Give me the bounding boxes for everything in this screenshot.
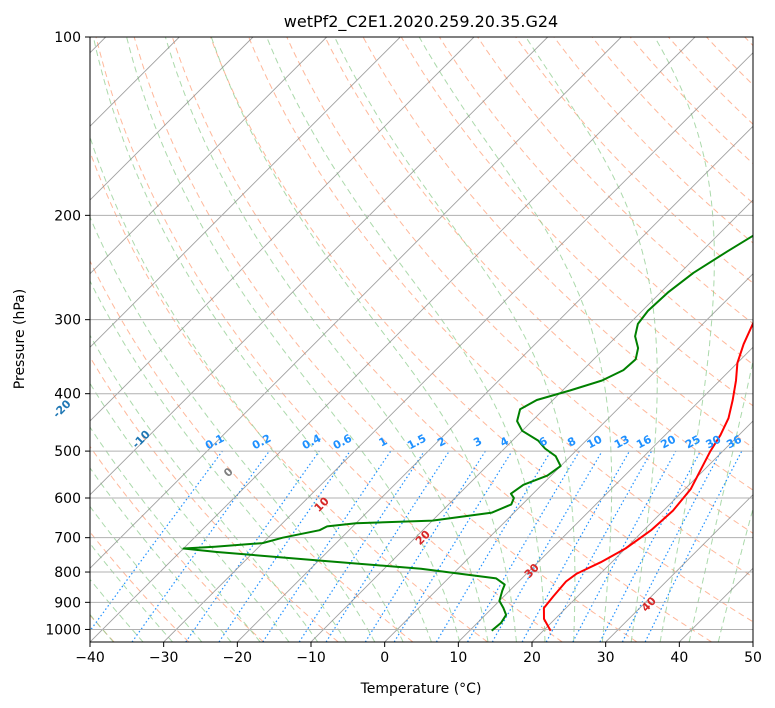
isotherm-line xyxy=(384,273,753,642)
isotherm-line xyxy=(236,125,753,642)
dry-adiabat-line xyxy=(95,37,563,642)
moist-adiabat-line xyxy=(90,578,144,642)
mixing-ratio-line xyxy=(545,450,653,642)
moist-adiabat-line xyxy=(90,467,232,642)
dry-adiabat-line xyxy=(90,356,339,642)
dry-adiabat-line xyxy=(324,37,753,491)
isotherm-line xyxy=(90,37,328,275)
y-tick-label: 700 xyxy=(54,531,81,547)
dry-adiabat-line xyxy=(286,37,753,534)
dry-adiabat-line xyxy=(90,259,414,642)
temperature-profile-line xyxy=(542,321,753,632)
mixing-ratio-label: 10 xyxy=(585,433,605,452)
chart-title: wetPf2_C2E1.2020.259.20.35.G24 xyxy=(284,12,558,32)
dry-adiabat-line xyxy=(248,37,753,578)
moist-adiabat-line xyxy=(90,505,203,642)
moist-adiabat-line xyxy=(164,37,489,642)
isotherm-line xyxy=(531,420,753,642)
dewpoint-profile-line xyxy=(182,234,753,632)
mixing-ratio-line xyxy=(262,450,392,642)
mixing-ratio-label: 13 xyxy=(612,433,632,452)
mixing-ratio-line xyxy=(325,450,450,642)
moist-adiabat-line xyxy=(126,37,461,642)
background-lines xyxy=(90,37,753,642)
moist-adiabat-line xyxy=(90,135,404,642)
moist-adiabat-line xyxy=(266,37,546,642)
mixing-ratio-label: 16 xyxy=(634,433,654,452)
moist-adiabat-line xyxy=(90,542,173,642)
isotherm-line xyxy=(457,346,753,642)
isotherm-line xyxy=(90,37,696,642)
moist-adiabat-line xyxy=(525,37,658,642)
dry-adiabat-line xyxy=(210,37,753,623)
mixing-ratio-line xyxy=(185,450,320,642)
moist-adiabat-line xyxy=(717,506,753,642)
x-tick-label: 40 xyxy=(670,650,688,666)
x-tick-label: 10 xyxy=(449,650,467,666)
mixing-ratio-label: 25 xyxy=(683,433,703,452)
dry-adiabat-line xyxy=(90,445,264,642)
mixing-ratio-label: 30 xyxy=(704,433,724,452)
mixing-ratio-line xyxy=(572,450,677,642)
isotherm-line xyxy=(90,37,401,348)
y-tick-label: 400 xyxy=(54,387,81,403)
y-tick-label: 800 xyxy=(54,565,81,581)
x-tick-label: −20 xyxy=(223,650,253,666)
moist-adiabat-line xyxy=(210,37,517,642)
y-tick-label: 600 xyxy=(54,491,81,507)
moist-adiabat-line xyxy=(92,37,432,642)
isotherm-line xyxy=(90,37,549,496)
isotherm-line xyxy=(163,52,753,642)
isotherm-line xyxy=(310,199,753,642)
mixing-ratio-line xyxy=(218,450,351,642)
y-tick-label: 100 xyxy=(54,30,81,46)
mixing-ratio-label: 20 xyxy=(658,433,678,452)
profile-lines xyxy=(182,234,753,632)
mixing-ratio-line xyxy=(90,450,223,632)
isotherm-line xyxy=(605,494,753,642)
x-axis-title: Temperature (°C) xyxy=(360,681,482,697)
mixing-ratio-line xyxy=(393,450,513,642)
dry-adiabat-line xyxy=(171,37,712,642)
moist-adiabat-line xyxy=(90,215,376,642)
x-tick-label: −30 xyxy=(149,650,179,666)
mixing-ratio-label: 36 xyxy=(724,433,744,452)
plot-frame xyxy=(89,36,754,643)
mixing-ratio-line xyxy=(644,450,743,642)
y-tick-label: 1000 xyxy=(45,622,81,638)
moist-adiabat-line xyxy=(418,37,613,642)
isotherm-line xyxy=(90,37,622,569)
moist-adiabat-line xyxy=(90,382,290,642)
x-tick-label: 50 xyxy=(744,650,762,666)
y-tick-label: 200 xyxy=(54,208,81,224)
isotherm-line xyxy=(90,37,475,422)
axis-ticks: −40 −30 −20 −10 0 10 20 30 40 50 100 200 300 400 500 60… xyxy=(45,30,762,666)
y-tick-label: 900 xyxy=(54,595,81,611)
moist-adiabat-line xyxy=(688,358,753,642)
mixing-ratio-line xyxy=(521,450,631,642)
moist-adiabat-line xyxy=(334,37,576,642)
moist-adiabat-line xyxy=(90,334,319,642)
x-tick-label: 30 xyxy=(597,650,615,666)
x-tick-label: 20 xyxy=(523,650,541,666)
x-tick-label: −10 xyxy=(296,650,326,666)
y-tick-label: 300 xyxy=(54,313,81,329)
moist-adiabat-line xyxy=(654,37,715,642)
moist-adiabat-line xyxy=(90,426,261,642)
x-tick-label: 0 xyxy=(380,650,389,666)
mixing-ratio-line xyxy=(131,450,270,642)
isotherm-line xyxy=(90,37,254,201)
dry-adiabat-line xyxy=(515,37,753,284)
x-tick-label: −40 xyxy=(75,650,105,666)
y-axis-title: Pressure (hPa) xyxy=(12,289,28,389)
y-tick-label: 500 xyxy=(54,444,81,460)
